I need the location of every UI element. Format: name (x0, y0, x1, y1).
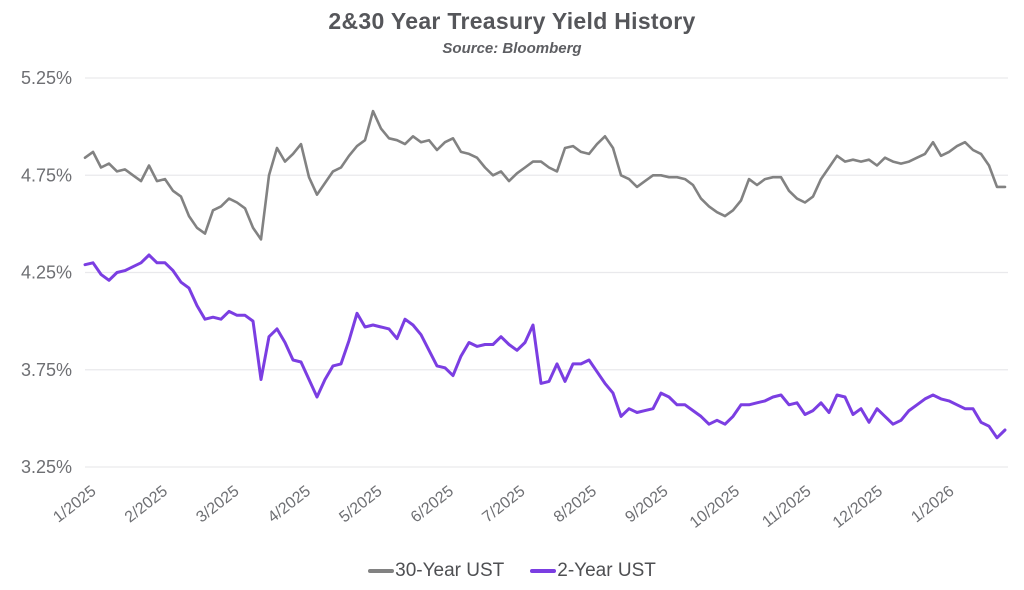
x-axis-tick-label: 8/2025 (551, 483, 600, 527)
y-axis-tick-label: 3.75% (21, 360, 72, 380)
y-axis-tick-label: 3.25% (21, 457, 72, 477)
x-axis-tick-label: 11/2025 (759, 483, 814, 531)
x-axis-tick-label: 10/2025 (687, 483, 743, 532)
line-30-year-ust (83, 109, 1007, 241)
chart-legend: 30-Year UST 2-Year UST (0, 560, 1024, 582)
x-axis-tick-label: 1/2026 (908, 483, 957, 527)
y-axis-tick-label: 5.25% (21, 68, 72, 88)
legend-swatch-30-year (368, 569, 395, 573)
x-axis-tick-label: 5/2025 (336, 483, 385, 527)
y-axis-tick-label: 4.75% (21, 165, 72, 185)
y-axis-tick-label: 4.25% (21, 263, 72, 283)
line-2-year-ust (83, 253, 1007, 440)
x-axis-tick-label: 9/2025 (622, 483, 671, 527)
legend-label-2-year: 2-Year UST (557, 560, 656, 581)
x-axis-tick-label: 3/2025 (193, 483, 242, 527)
legend-swatch-2-year (530, 569, 557, 573)
legend-item-30-year: 30-Year UST (368, 560, 504, 582)
x-axis-tick-label: 1/2025 (50, 483, 99, 527)
chart-title: 2&30 Year Treasury Yield History (328, 8, 696, 34)
chart-subtitle: Source: Bloomberg (442, 40, 582, 57)
legend-label-30-year: 30-Year UST (395, 560, 505, 581)
x-axis-tick-label: 12/2025 (830, 483, 886, 532)
legend-item-2-year: 2-Year UST (530, 560, 656, 582)
x-axis-tick-label: 6/2025 (408, 483, 457, 527)
x-axis-tick-label: 2/2025 (122, 483, 171, 527)
x-axis-tick-label: 7/2025 (479, 483, 528, 527)
x-axis-tick-label: 4/2025 (265, 483, 314, 527)
